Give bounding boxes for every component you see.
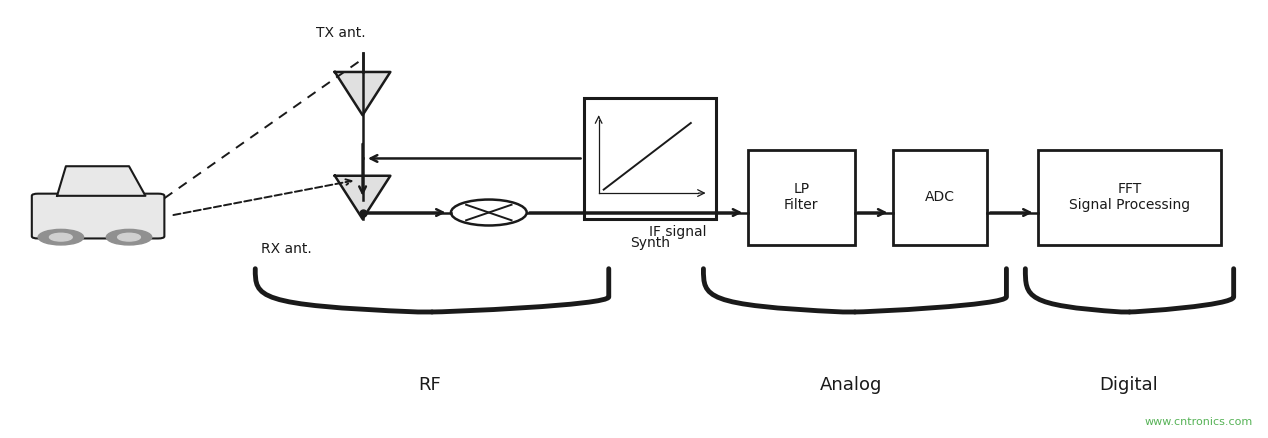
Text: FFT
Signal Processing: FFT Signal Processing xyxy=(1069,182,1191,212)
Text: Synth: Synth xyxy=(630,236,670,250)
Text: ADC: ADC xyxy=(926,191,955,205)
Bar xyxy=(893,150,988,245)
Text: RX ant.: RX ant. xyxy=(261,242,312,256)
Text: www.cntronics.com: www.cntronics.com xyxy=(1144,417,1253,427)
Polygon shape xyxy=(335,72,391,115)
Polygon shape xyxy=(57,166,146,196)
Circle shape xyxy=(118,233,141,241)
Circle shape xyxy=(107,230,152,245)
Bar xyxy=(583,98,716,219)
Text: IF signal: IF signal xyxy=(649,225,708,239)
Circle shape xyxy=(38,230,84,245)
Text: TX ant.: TX ant. xyxy=(316,26,366,40)
Text: Analog: Analog xyxy=(820,377,883,395)
Bar xyxy=(748,150,855,245)
Circle shape xyxy=(451,200,526,226)
Text: Digital: Digital xyxy=(1099,377,1158,395)
Polygon shape xyxy=(335,176,391,219)
Text: LP
Filter: LP Filter xyxy=(784,182,819,212)
Circle shape xyxy=(49,233,72,241)
Text: RF: RF xyxy=(418,377,441,395)
FancyBboxPatch shape xyxy=(32,194,165,238)
Bar xyxy=(1038,150,1221,245)
